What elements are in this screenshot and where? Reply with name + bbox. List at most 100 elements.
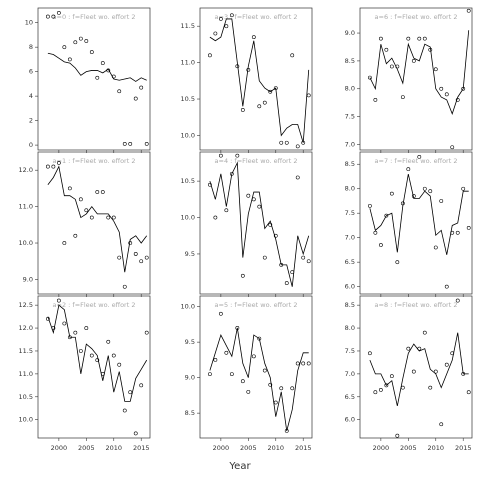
data-point: [461, 86, 466, 91]
data-point: [417, 36, 422, 41]
data-point: [235, 326, 240, 330]
data-point: [290, 386, 295, 391]
data-point: [84, 326, 89, 330]
data-point: [422, 330, 427, 335]
data-point: [133, 252, 138, 256]
data-point: [78, 36, 83, 41]
y-tick-label: 6.5: [345, 393, 355, 401]
panel-title: a=6 : f=Fleet wo. effort 2: [375, 13, 458, 21]
data-point: [395, 260, 400, 265]
x-tick-label: 2010: [267, 444, 284, 452]
data-point: [51, 326, 56, 330]
y-tick-label: 11.0: [19, 203, 33, 211]
data-point: [367, 75, 372, 80]
y-tick-label: 9.0: [23, 275, 33, 283]
data-point: [433, 245, 438, 250]
data-point: [51, 164, 56, 169]
data-point: [73, 233, 78, 238]
data-point: [56, 10, 61, 15]
data-point: [466, 390, 471, 395]
x-tick-label: 2005: [240, 444, 257, 452]
y-tick-label: 8.0: [345, 324, 355, 332]
y-tick-label: 10.0: [181, 131, 195, 139]
data-point: [89, 353, 94, 358]
data-point: [417, 154, 422, 159]
data-point: [229, 13, 234, 18]
data-point: [450, 230, 455, 235]
panel-title: a=5 : f=Fleet wo. effort 2: [215, 301, 298, 309]
data-point: [78, 197, 83, 202]
panel-title: a=3 : f=Fleet wo. effort 2: [215, 13, 298, 21]
data-point: [207, 372, 212, 377]
data-point: [56, 161, 61, 165]
data-point: [373, 97, 378, 102]
data-point: [251, 35, 256, 40]
data-point: [100, 61, 105, 65]
data-point: [73, 330, 78, 335]
data-point: [257, 336, 262, 341]
data-point: [433, 369, 438, 374]
data-point: [279, 262, 284, 267]
data-point: [395, 64, 400, 69]
data-point: [89, 50, 94, 54]
data-point: [246, 193, 251, 198]
data-point: [62, 241, 67, 245]
data-point: [218, 311, 223, 316]
data-point: [235, 153, 240, 158]
y-tick-label: 10.0: [19, 416, 33, 424]
panel-title: a=2 : f=Fleet wo. effort 2: [53, 301, 136, 309]
data-point: [400, 385, 405, 390]
y-tick-label: 10.5: [19, 393, 33, 401]
data-point: [73, 40, 78, 45]
data-point: [122, 141, 127, 146]
data-point: [417, 346, 422, 351]
y-tick-label: 11.0: [19, 370, 33, 378]
data-point: [218, 17, 223, 21]
y-tick-label: 8.5: [345, 160, 355, 168]
data-point: [100, 371, 105, 376]
data-point: [224, 24, 229, 29]
y-tick-label: 7.5: [345, 113, 355, 121]
panel-frame: [359, 151, 473, 295]
data-point: [384, 213, 389, 218]
x-tick-label: 2015: [295, 444, 312, 452]
panel-frame: [37, 7, 151, 151]
data-point: [439, 86, 444, 91]
data-point: [378, 388, 383, 392]
data-point: [461, 371, 466, 376]
data-point: [45, 317, 50, 321]
panel-frame: [359, 7, 473, 151]
data-point: [95, 75, 100, 80]
data-point: [411, 59, 416, 63]
fit-line: [209, 327, 309, 431]
data-point: [207, 182, 212, 187]
data-point: [367, 351, 372, 356]
x-tick-label: 2005: [78, 444, 95, 452]
data-point: [444, 362, 449, 367]
panel-title: a=4 : f=Fleet wo. effort 2: [215, 157, 298, 165]
y-tick-label: 4: [29, 92, 33, 100]
data-point: [428, 385, 433, 390]
y-tick-label: 7.5: [345, 347, 355, 355]
data-point: [439, 199, 444, 203]
data-point: [389, 191, 394, 196]
data-point: [400, 95, 405, 99]
data-point: [284, 281, 289, 285]
data-point: [213, 215, 218, 220]
data-point: [240, 273, 245, 278]
data-point: [406, 36, 411, 41]
y-tick-label: 10.0: [181, 214, 195, 222]
data-point: [268, 89, 273, 94]
data-point: [444, 284, 449, 289]
x-tick-label: 2010: [105, 444, 122, 452]
x-tick-label: 2005: [400, 444, 417, 452]
data-point: [139, 383, 144, 388]
data-point: [100, 190, 105, 194]
y-tick-label: 7.0: [345, 234, 355, 242]
y-tick-label: 7.0: [345, 140, 355, 148]
data-point: [301, 255, 306, 260]
data-point: [406, 346, 411, 351]
x-tick-label: 2000: [373, 444, 390, 452]
data-point: [229, 372, 234, 377]
y-tick-label: 10.5: [181, 177, 195, 185]
